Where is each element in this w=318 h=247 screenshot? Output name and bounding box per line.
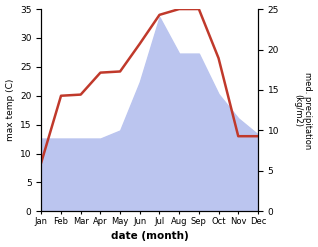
- X-axis label: date (month): date (month): [111, 231, 189, 242]
- Y-axis label: max temp (C): max temp (C): [5, 79, 15, 141]
- Y-axis label: med. precipitation
(kg/m2): med. precipitation (kg/m2): [293, 72, 313, 149]
